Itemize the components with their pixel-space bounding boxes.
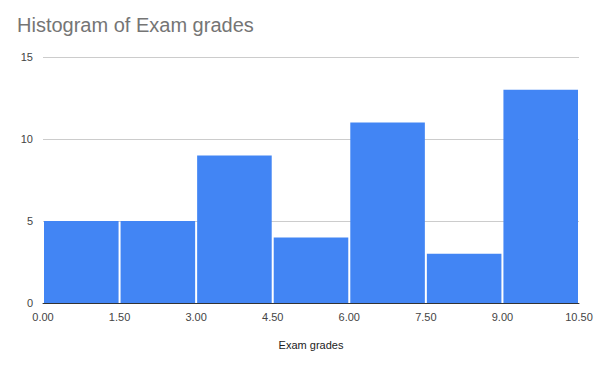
svg-text:6.00: 6.00	[339, 311, 360, 323]
svg-text:0.00: 0.00	[32, 311, 53, 323]
svg-text:10: 10	[21, 133, 33, 145]
svg-text:3.00: 3.00	[185, 311, 206, 323]
svg-text:7.50: 7.50	[415, 311, 436, 323]
svg-text:15: 15	[21, 51, 33, 63]
svg-text:9.00: 9.00	[492, 311, 513, 323]
svg-text:Exam grades: Exam grades	[279, 339, 344, 351]
svg-text:Histogram of Exam grades: Histogram of Exam grades	[17, 14, 254, 36]
svg-text:4.50: 4.50	[262, 311, 283, 323]
svg-text:10.50: 10.50	[565, 311, 593, 323]
svg-text:5: 5	[27, 215, 33, 227]
svg-text:0: 0	[27, 297, 33, 309]
svg-text:1.50: 1.50	[109, 311, 130, 323]
